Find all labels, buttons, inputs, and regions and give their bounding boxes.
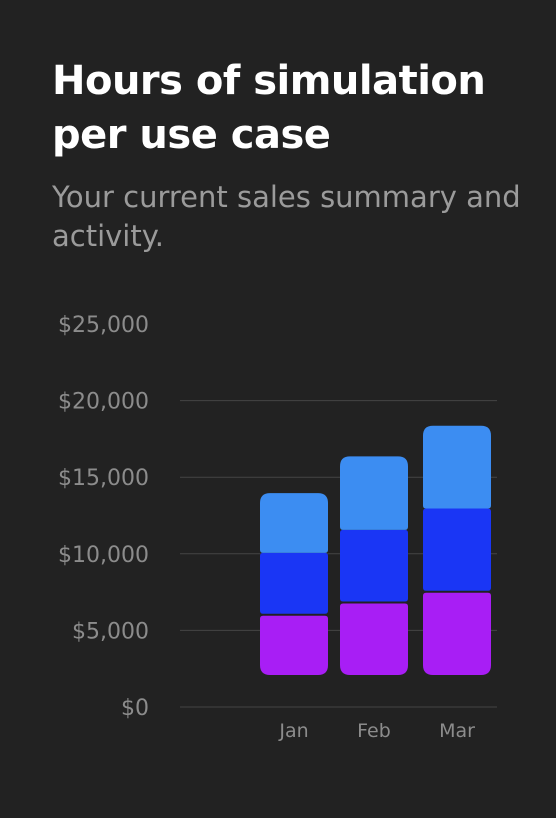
bars: [260, 425, 491, 675]
x-axis-labels: Jan Feb Mar: [278, 720, 475, 742]
bar-segment-jan-1: [260, 615, 328, 675]
y-tick-label: $5,000: [72, 619, 149, 644]
bar-segment-jan-3: [260, 493, 328, 553]
chart-title: Hours of simulation per use case: [52, 58, 486, 158]
x-category-label: Feb: [357, 720, 391, 742]
y-tick-label: $25,000: [58, 313, 149, 338]
y-tick-label: $0: [121, 696, 149, 721]
bar-segment-feb-2: [340, 529, 408, 602]
stacked-bar-chart: $0 $5,000 $10,000 $15,000 $20,000 $25,000 Jan…: [0, 290, 556, 770]
y-tick-label: $20,000: [58, 390, 149, 415]
bar-segment-jan-2: [260, 552, 328, 614]
chart-svg: $0 $5,000 $10,000 $15,000 $20,000 $25,000 Jan…: [58, 313, 497, 742]
y-axis-ticks: $0 $5,000 $10,000 $15,000 $20,000 $25,000: [58, 313, 149, 721]
x-category-label: Jan: [278, 720, 308, 742]
bar-segment-mar-2: [423, 508, 491, 591]
y-tick-label: $10,000: [58, 543, 149, 568]
bar-segment-feb-3: [340, 456, 408, 530]
x-category-label: Mar: [439, 720, 475, 742]
y-tick-label: $15,000: [58, 466, 149, 491]
bar-segment-mar-3: [423, 425, 491, 509]
bar-segment-mar-1: [423, 592, 491, 675]
bar-segment-feb-1: [340, 603, 408, 675]
chart-subtitle: Your current sales summary and activity.: [52, 180, 521, 253]
